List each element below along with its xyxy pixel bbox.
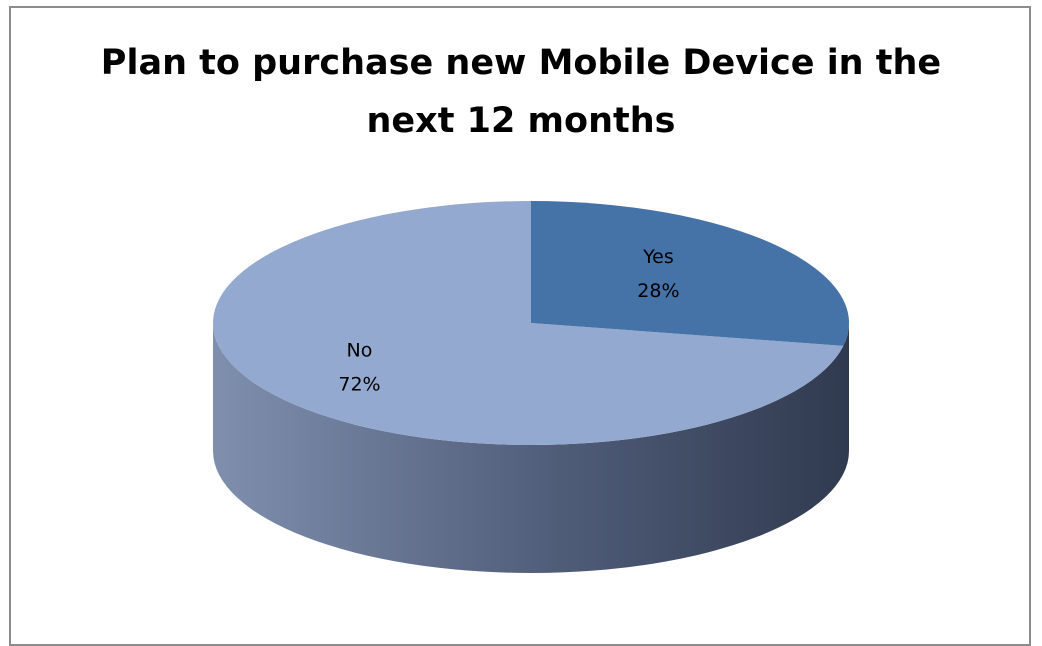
slice-value-yes: 28% bbox=[637, 280, 679, 302]
slice-label-yes: Yes bbox=[642, 246, 674, 268]
chart-title-line-2: next 12 months bbox=[366, 101, 676, 141]
slice-no bbox=[213, 201, 844, 446]
chart-title: Plan to purchase new Mobile Device in th… bbox=[0, 34, 1042, 150]
slice-value-no: 72% bbox=[338, 373, 380, 395]
chart-title-line-1: Plan to purchase new Mobile Device in th… bbox=[100, 43, 942, 83]
slice-label-no: No bbox=[347, 339, 373, 361]
pie-chart: Yes 28% No 72% bbox=[213, 201, 849, 573]
slice-yes bbox=[531, 201, 849, 346]
pie-side-wall bbox=[213, 323, 849, 573]
